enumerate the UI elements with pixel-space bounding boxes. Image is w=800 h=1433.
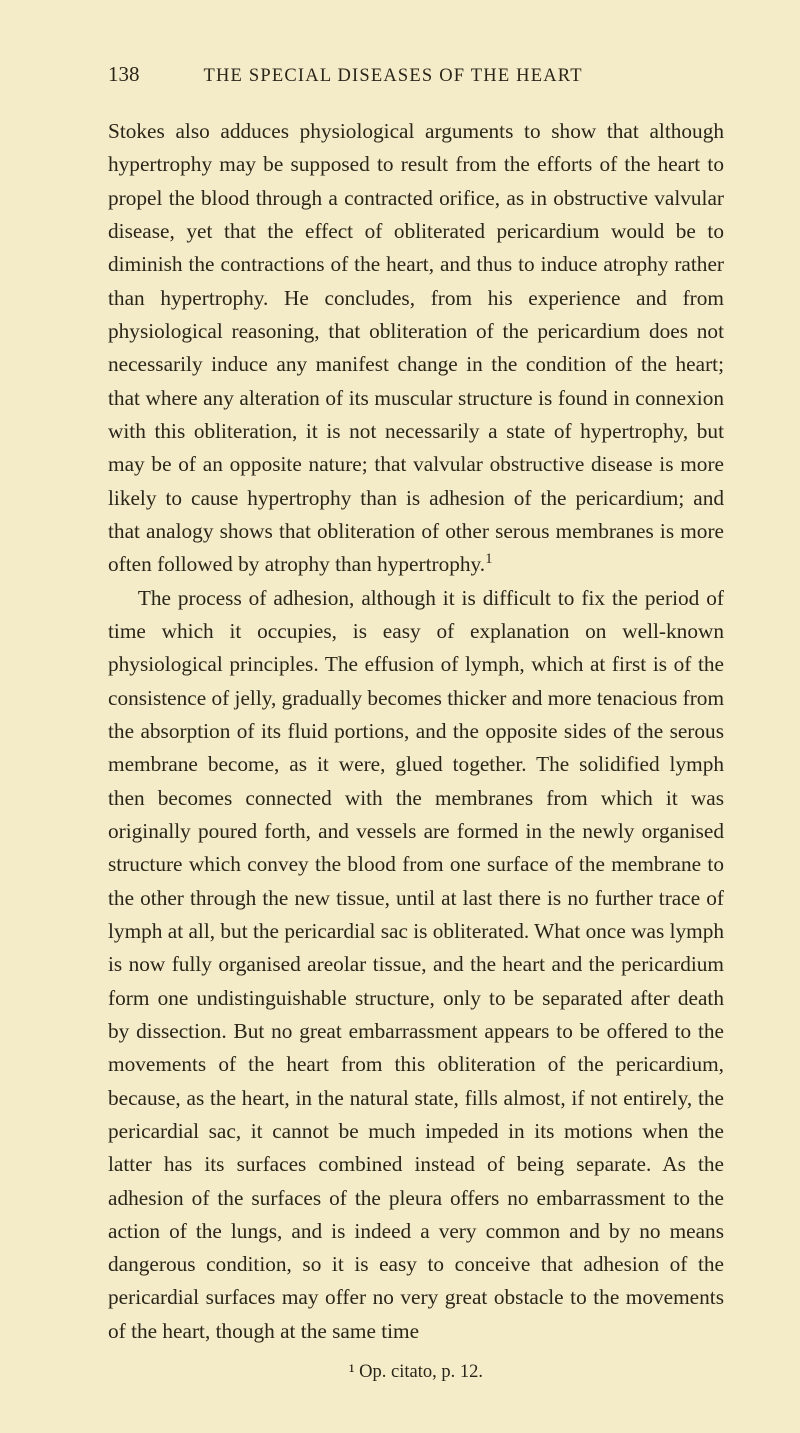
running-head: THE SPECIAL DISEASES OF THE HEART bbox=[204, 66, 583, 87]
header-row: 138 THE SPECIAL DISEASES OF THE HEART bbox=[108, 62, 724, 87]
footnote: ¹ Op. citato, p. 12. bbox=[108, 1362, 724, 1383]
paragraph: The process of adhesion, although it is … bbox=[108, 582, 724, 1349]
paragraph: Stokes also adduces physiological argume… bbox=[108, 115, 724, 582]
body-text: Stokes also adduces physiological argume… bbox=[108, 115, 724, 1348]
page-container: 138 THE SPECIAL DISEASES OF THE HEART St… bbox=[0, 0, 800, 1433]
page-number: 138 bbox=[108, 62, 140, 87]
